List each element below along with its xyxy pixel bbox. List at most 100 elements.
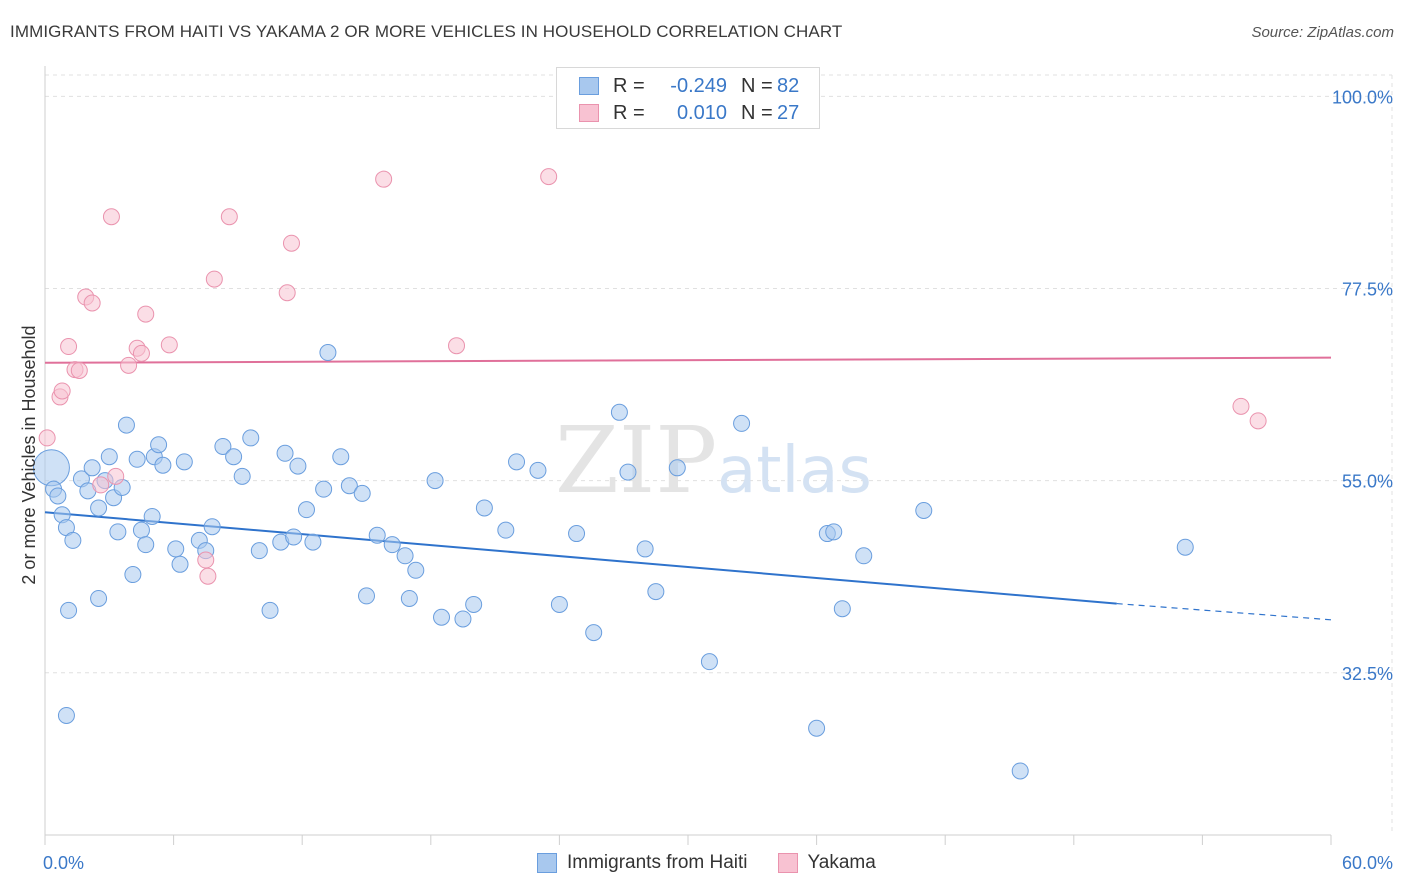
- trend-line-extension-blue: [1116, 602, 1332, 621]
- data-point-blue: [619, 463, 637, 481]
- data-point-blue: [383, 536, 401, 554]
- data-point-blue: [242, 429, 260, 447]
- data-point-pink: [540, 168, 558, 186]
- data-point-blue: [109, 523, 127, 541]
- data-point-pink: [197, 551, 215, 569]
- data-point-blue: [1176, 538, 1194, 556]
- watermark-zip: ZIP: [555, 407, 717, 514]
- stats-legend: R = -0.249 N = 82 R = 0.010 N = 27: [556, 67, 820, 129]
- data-point-pink: [205, 270, 223, 288]
- data-point-blue: [400, 589, 418, 607]
- data-point-blue: [117, 416, 135, 434]
- point-layer: [32, 168, 1267, 780]
- data-point-blue: [304, 533, 322, 551]
- data-point-blue: [700, 653, 718, 671]
- data-point-blue: [610, 403, 628, 421]
- data-point-blue: [636, 540, 654, 558]
- r-label: R =: [613, 101, 645, 124]
- watermark: ZIPatlas: [555, 407, 872, 514]
- label-layer: 100.0% 77.5% 55.0% 32.5% 0.0% 60.0% 2 or more …: [19, 87, 1393, 873]
- data-point-blue: [90, 499, 108, 517]
- data-point-blue: [332, 448, 350, 466]
- data-point-pink: [448, 337, 466, 355]
- data-point-blue: [128, 450, 146, 468]
- r-label: R =: [613, 74, 645, 97]
- data-point-blue: [132, 521, 150, 539]
- data-point-blue: [529, 461, 547, 479]
- data-point-blue: [550, 595, 568, 613]
- data-point-blue: [150, 436, 168, 454]
- data-point-blue: [433, 608, 451, 626]
- data-point-blue: [585, 624, 603, 642]
- data-point-blue: [124, 566, 142, 584]
- chart-title: IMMIGRANTS FROM HAITI VS YAKAMA 2 OR MOR…: [10, 22, 843, 41]
- watermark-atlas: atlas: [717, 434, 872, 508]
- series-label: Immigrants from Haiti: [567, 852, 748, 873]
- y-tick-label: 32.5%: [1342, 664, 1393, 684]
- series-legend-yakama[interactable]: Yakama: [777, 852, 876, 874]
- data-point-blue: [855, 547, 873, 565]
- x-tick-label-min: 0.0%: [43, 853, 84, 873]
- chart-source: Source: ZipAtlas.com: [1251, 24, 1394, 41]
- data-point-pink: [92, 476, 110, 494]
- data-point-blue: [214, 437, 232, 455]
- data-point-blue: [497, 521, 515, 539]
- data-point-blue: [261, 601, 279, 619]
- data-point-blue: [289, 457, 307, 475]
- data-point-blue: [225, 448, 243, 466]
- data-point-blue: [915, 502, 933, 520]
- y-axis-title: 2 or more Vehicles in Household: [19, 325, 39, 584]
- data-point-blue: [154, 456, 172, 474]
- data-point-blue: [203, 518, 221, 536]
- data-point-blue: [233, 467, 251, 485]
- series-label: Yakama: [807, 852, 876, 873]
- y-tick-label: 55.0%: [1342, 472, 1393, 492]
- data-point-blue: [368, 526, 386, 544]
- data-point-pink: [375, 170, 393, 188]
- data-point-pink: [282, 234, 300, 252]
- data-point-pink: [160, 336, 178, 354]
- legend-swatch-blue: [579, 77, 599, 95]
- data-point-pink: [1232, 397, 1250, 415]
- data-point-blue: [508, 453, 526, 471]
- data-point-blue: [315, 480, 333, 498]
- data-point-blue: [396, 547, 414, 565]
- data-point-blue: [733, 414, 751, 432]
- data-point-blue: [285, 528, 303, 546]
- data-point-blue: [668, 459, 686, 477]
- data-point-pink: [137, 305, 155, 323]
- data-point-pink: [220, 208, 238, 226]
- data-point-blue: [353, 484, 371, 502]
- data-point-blue: [83, 459, 101, 477]
- stats-legend-row-haiti: R = -0.249 N = 82: [579, 74, 799, 98]
- data-point-pink: [60, 338, 78, 356]
- series-legend: Immigrants from Haiti Yakama: [537, 852, 906, 874]
- data-point-blue: [171, 555, 189, 573]
- data-point-pink: [102, 208, 120, 226]
- data-point-blue: [426, 472, 444, 490]
- data-point-blue: [358, 587, 375, 605]
- data-point-blue: [175, 453, 193, 471]
- data-point-pink: [1249, 412, 1267, 430]
- data-point-blue: [57, 706, 75, 724]
- n-label: N =: [741, 74, 773, 97]
- data-point-pink: [107, 467, 125, 485]
- data-point-blue: [568, 525, 586, 543]
- n-value: 27: [777, 101, 800, 124]
- data-point-blue: [297, 501, 315, 519]
- data-point-pink: [70, 361, 88, 379]
- data-point-blue: [64, 531, 82, 549]
- series-legend-haiti[interactable]: Immigrants from Haiti: [537, 852, 748, 874]
- x-tick-label-max: 60.0%: [1342, 853, 1393, 873]
- data-point-blue: [1011, 762, 1029, 780]
- data-point-blue: [475, 499, 493, 517]
- data-point-blue: [60, 601, 78, 619]
- data-point-pink: [83, 294, 101, 312]
- n-value: 82: [777, 74, 800, 97]
- data-point-blue: [319, 344, 337, 362]
- trend-line-blue: [44, 511, 1117, 605]
- data-point-blue: [833, 600, 851, 618]
- data-point-blue: [137, 536, 155, 554]
- data-point-pink: [278, 284, 296, 302]
